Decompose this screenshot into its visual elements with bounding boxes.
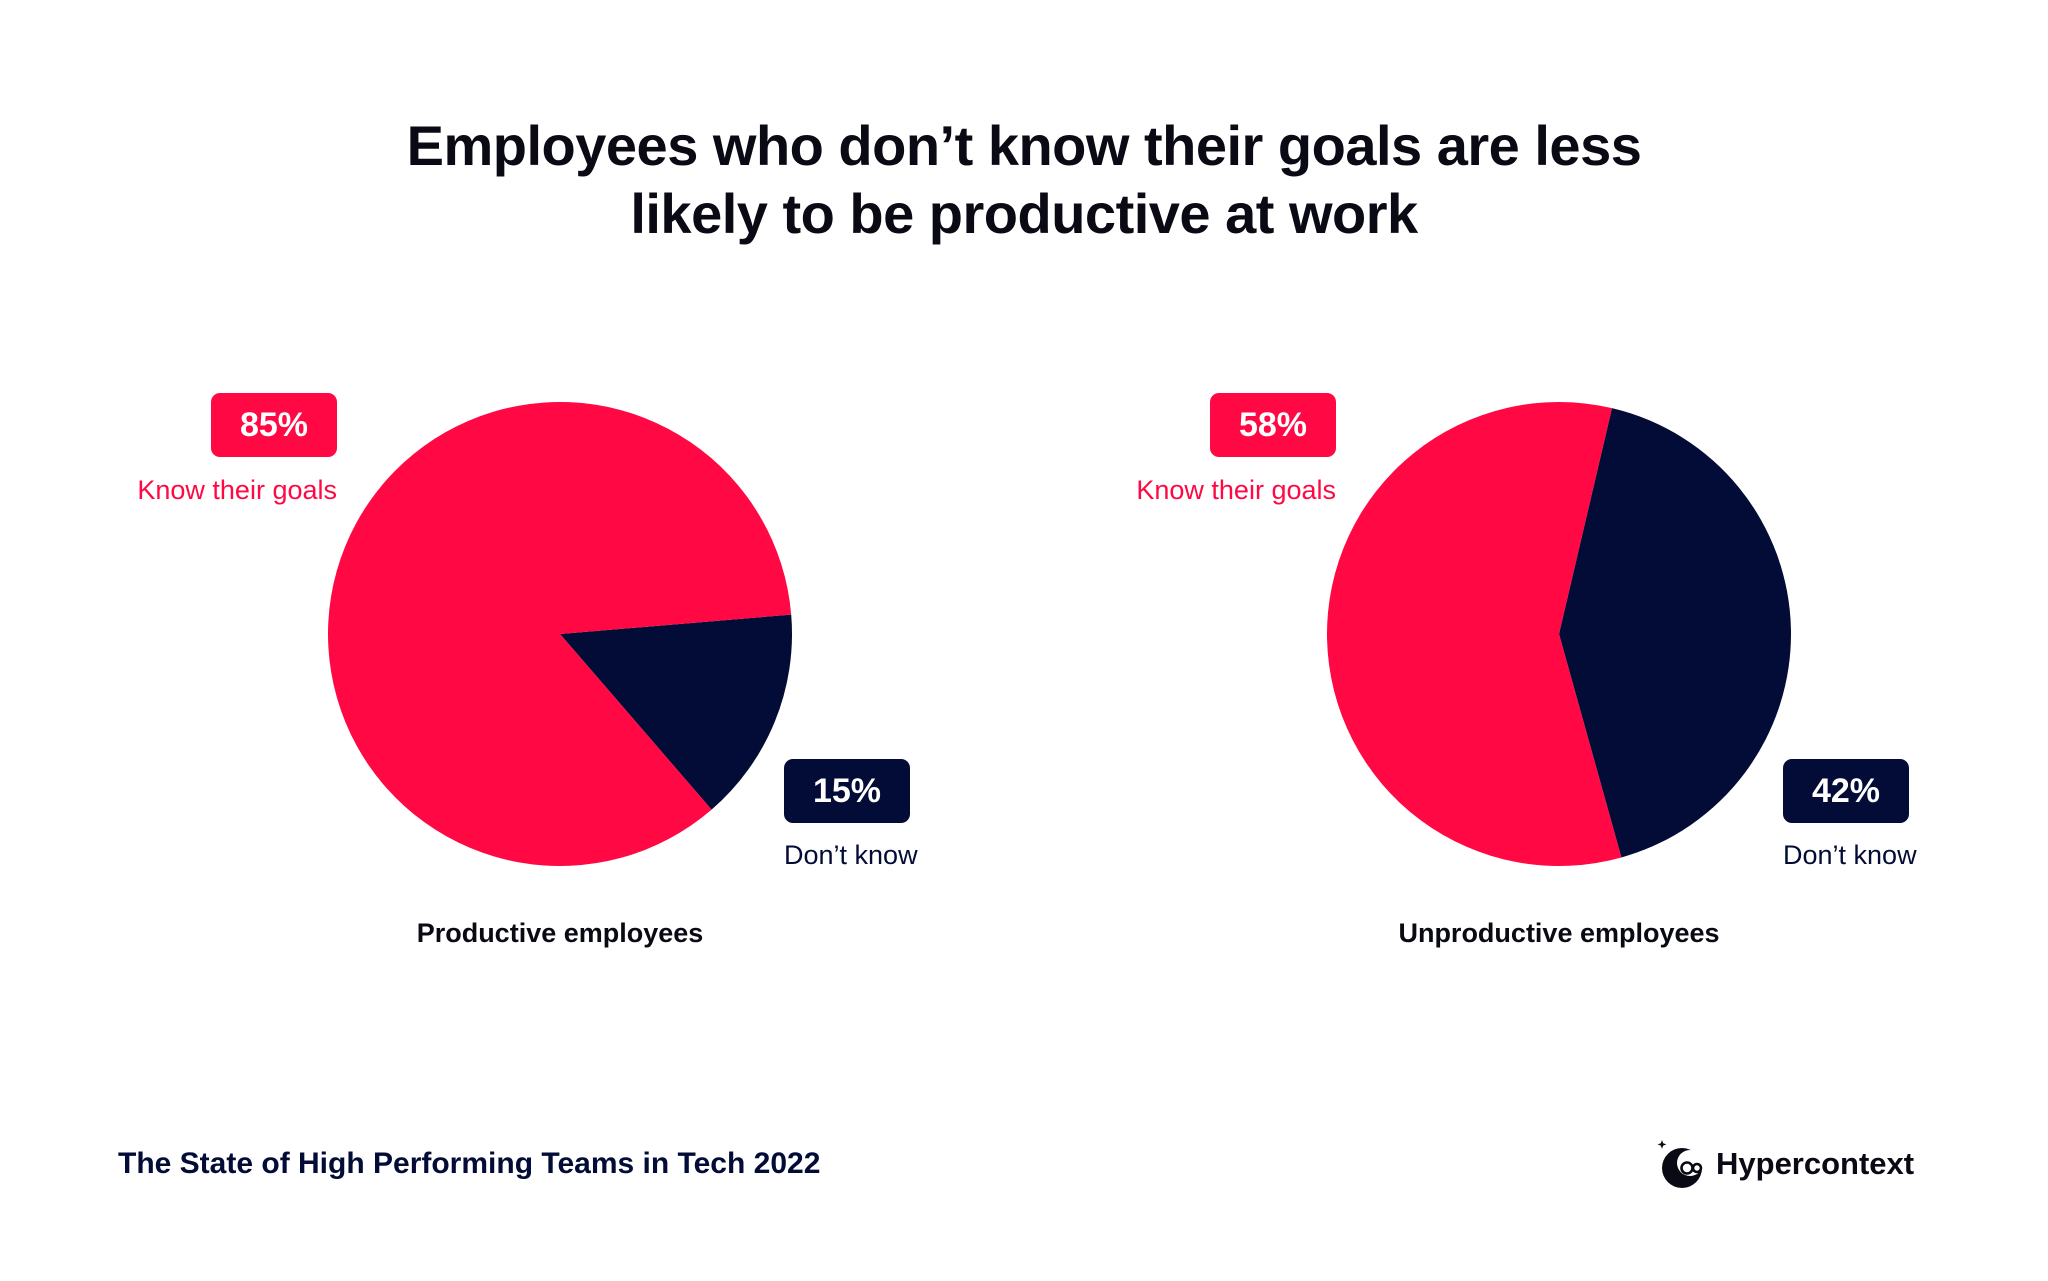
report-source-title: The State of High Performing Teams in Te… <box>118 1147 821 1180</box>
title-line-1: Employees who don’t know their goals are… <box>406 114 1642 177</box>
pie-productive-dontknow-label: Don’t know <box>784 840 918 870</box>
pie-unproductive-caption: Unproductive employees <box>1398 918 1720 948</box>
pie-unproductive-slice-dont-know <box>1559 408 1791 858</box>
pie-chart-productive <box>328 401 793 866</box>
pie-productive-slice-dont-know <box>560 614 793 810</box>
brand-name: Hypercontext <box>1716 1146 1915 1181</box>
pie-productive-slice-know-their-goals <box>328 401 792 866</box>
pie-chart-unproductive <box>1326 401 1791 866</box>
title-line-2: likely to be productive at work <box>630 182 1418 245</box>
pie-productive-caption: Productive employees <box>416 918 704 948</box>
pie-unproductive-know-value-badge: 58% <box>1210 393 1336 457</box>
pie-unproductive-dontknow-label: Don’t know <box>1783 840 1917 870</box>
hypercontext-logo-icon <box>1657 1140 1703 1188</box>
pie-unproductive-know-label: Know their goals <box>1136 475 1336 505</box>
pie-productive-know-value-badge: 85% <box>211 393 337 457</box>
brand-lockup: Hypercontext <box>1656 1136 1914 1192</box>
pie-unproductive-dontknow-value-badge: 42% <box>1783 759 1909 823</box>
pie-productive-know-label: Know their goals <box>137 475 337 505</box>
pie-productive-dontknow-value-badge: 15% <box>784 759 910 823</box>
page-title: Employees who don’t know their goals are… <box>324 112 1724 248</box>
pie-unproductive-slice-know-their-goals <box>1326 401 1622 866</box>
